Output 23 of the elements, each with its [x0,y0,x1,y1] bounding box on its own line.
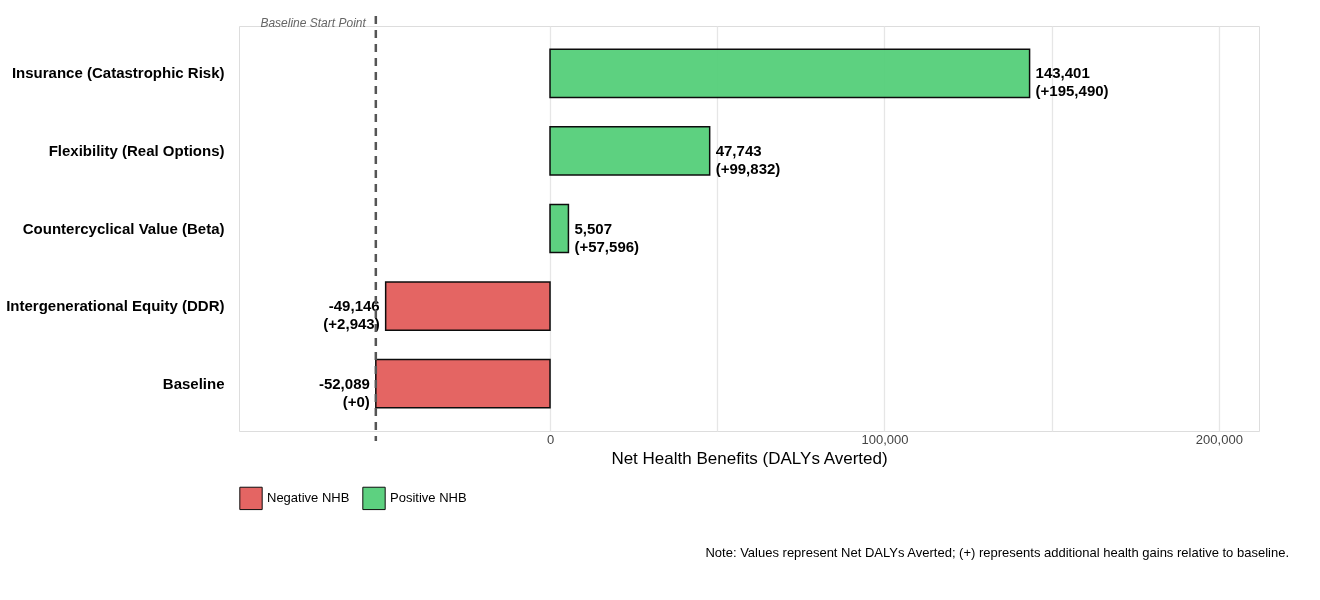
ref-line-label: Baseline Start Point [260,16,367,30]
bar [384,281,551,331]
x-tick-label: 0 [546,431,555,447]
legend-label: Positive NHB [390,490,467,506]
x-tick-label: 200,000 [1195,431,1243,447]
y-tick-label: Insurance (Catastrophic Risk) [11,64,225,82]
text: Note: Values represent Net DALYs Averted; (+) represents additional health gains relative to baseline. [705,545,1289,560]
bar [549,126,711,176]
data-label: -49,146 (+2,943) [323,297,380,333]
bar [375,358,551,409]
x-axis-title: Net Health Benefits (DALYs Averted) [611,448,888,468]
y-tick-label: Countercyclical Value (Beta) [22,219,225,237]
data-label: 143,401 (+195,490) [1035,64,1109,100]
data-label: 5,507 (+57,596) [574,219,640,255]
bar [549,48,1031,99]
data-label: -52,089 (+0) [318,374,370,410]
x-tick-label: 100,000 [861,431,909,447]
y-tick-label: Baseline [162,374,225,392]
bar [549,203,570,254]
y-tick-label: Flexibility (Real Options) [48,141,225,159]
legend-label: Negative NHB [267,490,350,506]
y-tick-label: Intergenerational Equity (DDR) [6,297,225,315]
data-label: 47,743 (+99,832) [715,141,781,177]
